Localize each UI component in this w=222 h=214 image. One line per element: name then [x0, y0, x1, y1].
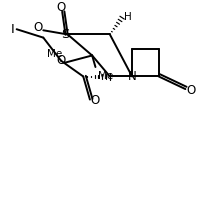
Text: I: I	[10, 23, 14, 36]
Text: H: H	[124, 12, 131, 22]
Text: O: O	[56, 1, 66, 14]
Text: S: S	[61, 28, 70, 41]
Text: O: O	[91, 94, 100, 107]
Text: O: O	[33, 21, 42, 34]
Text: N: N	[128, 70, 137, 83]
Text: Me: Me	[47, 49, 62, 59]
Text: O: O	[186, 84, 196, 97]
Text: Me: Me	[98, 71, 113, 81]
Text: O: O	[56, 54, 66, 67]
